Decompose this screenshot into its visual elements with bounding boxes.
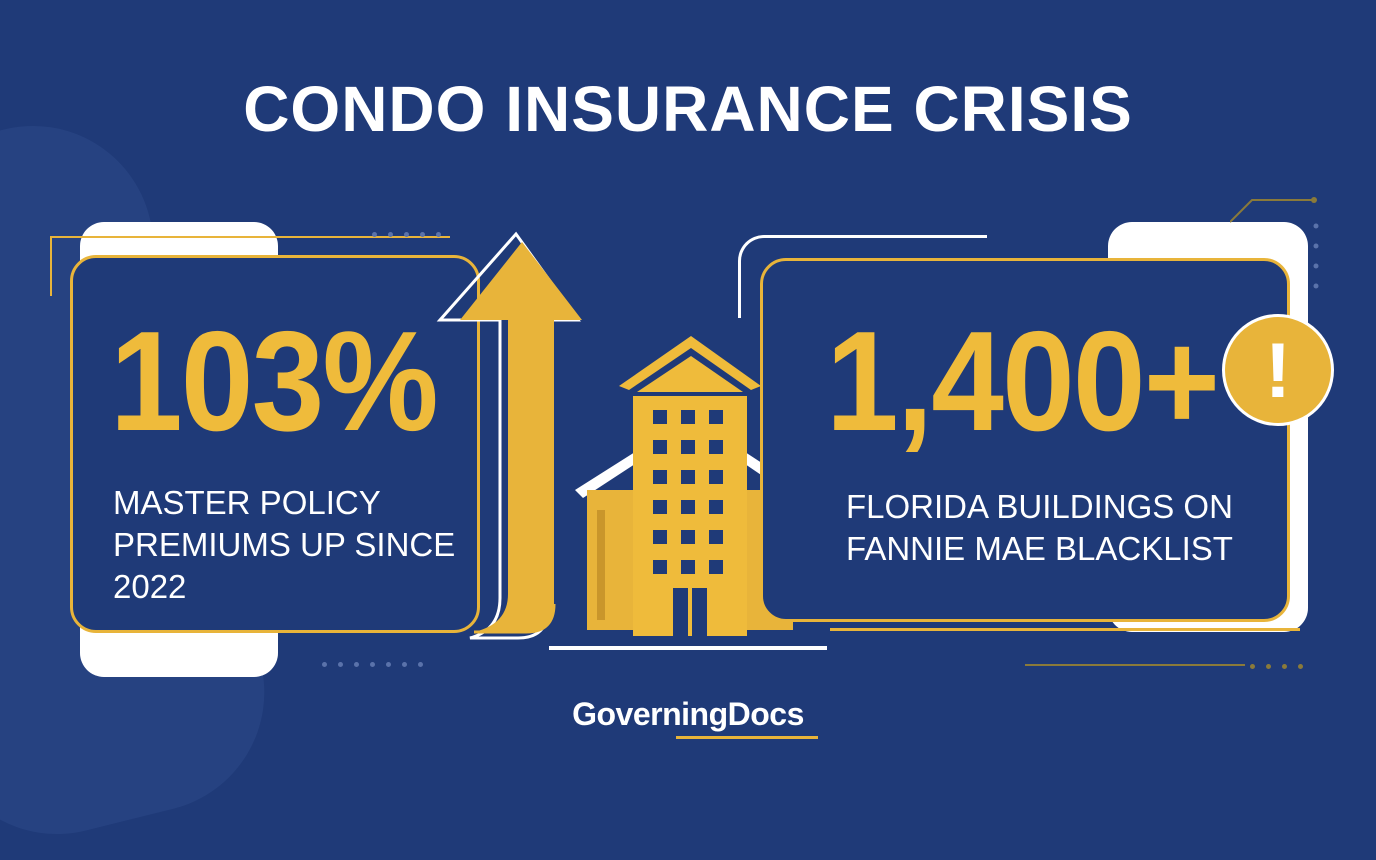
alert-glyph: ! — [1265, 325, 1291, 414]
circuit-decoration — [1230, 197, 1319, 289]
decorative-dots-bottom — [1250, 664, 1303, 669]
right-accent-line — [830, 628, 1300, 631]
brand-underline — [676, 736, 818, 739]
right-stat-value: 1,400+ — [826, 302, 1220, 461]
page-title: CONDO INSURANCE CRISIS — [243, 73, 1133, 145]
right-accent-line-thin — [1025, 664, 1245, 666]
left-stat-card — [70, 255, 480, 633]
up-arrow-icon — [436, 231, 582, 640]
left-stat-value: 103% — [110, 302, 439, 461]
decorative-dots-left-bottom — [322, 662, 423, 667]
left-accent-line — [50, 236, 450, 238]
right-stat-description: FLORIDA BUILDINGS ON FANNIE MAE BLACKLIS… — [846, 488, 1233, 567]
right-stat-card — [760, 258, 1290, 622]
decorative-dots — [372, 232, 441, 237]
right-card-outline — [738, 235, 987, 318]
alert-icon: ! — [1222, 314, 1334, 426]
brand-logo: GoverningDocs — [0, 696, 1376, 733]
left-stat-description: MASTER POLICY PREMIUMS UP SINCE 2022 — [113, 484, 456, 605]
left-accent-line-vertical — [50, 236, 52, 296]
brand-name-part2: Docs — [727, 696, 805, 732]
brand-name-part1: Governing — [572, 696, 728, 732]
